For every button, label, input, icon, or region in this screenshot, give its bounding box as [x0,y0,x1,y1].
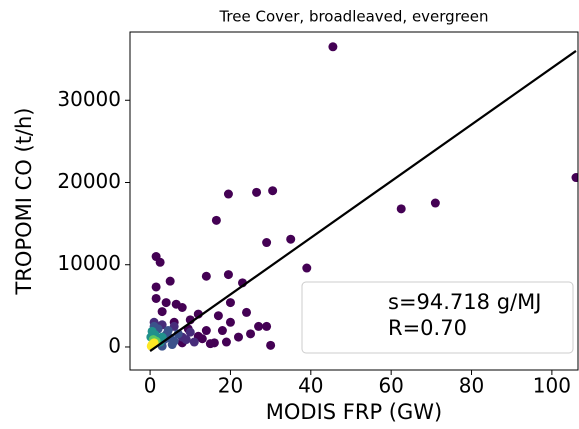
x-axis-label: MODIS FRP (GW) [266,400,442,424]
plot-area [146,42,578,352]
point [167,340,177,350]
point [254,321,264,331]
y-tick-label: 10000 [57,251,121,275]
annotation-box [301,281,574,354]
point [268,186,278,196]
point [165,276,175,286]
point [201,326,211,336]
point [223,270,233,280]
point [177,302,187,312]
point [262,321,272,331]
point [157,307,167,317]
point [328,42,338,52]
point [430,198,440,208]
x-tick-label: 80 [459,374,484,398]
point [161,298,171,308]
x-tick-label: 20 [218,374,243,398]
point [233,332,243,342]
point [205,339,215,349]
annotation: R=0.70 [388,316,467,340]
point [151,293,161,303]
point [225,317,235,327]
fit-line [149,50,577,352]
y-tick-label: 30000 [57,87,121,111]
point [242,307,252,317]
y-tick-label: 20000 [57,169,121,193]
point [571,173,578,183]
point [396,204,406,214]
y-tick-label: 0 [108,333,121,357]
point [201,271,211,281]
y-axis-label: TROPOMI CO (t/h) [12,107,36,295]
point [286,234,296,244]
point [262,238,272,248]
x-tick-label: 0 [144,374,157,398]
x-tick-label: 100 [533,374,571,398]
x-tick-label: 60 [378,374,403,398]
annotation: s=94.718 g/MJ [388,290,541,314]
point [246,329,256,339]
point [211,215,221,225]
x-tick-label: 40 [298,374,323,398]
point [302,263,312,273]
point [185,327,195,337]
point [213,311,223,321]
point [266,340,276,350]
point [155,257,165,267]
plot-frame [129,31,579,371]
point [217,326,227,336]
point [223,189,233,199]
point [225,298,235,308]
chart-title: Tree Cover, broadleaved, evergreen [218,8,488,26]
point [221,337,231,347]
point [189,337,199,347]
point [151,282,161,292]
point [252,187,262,197]
